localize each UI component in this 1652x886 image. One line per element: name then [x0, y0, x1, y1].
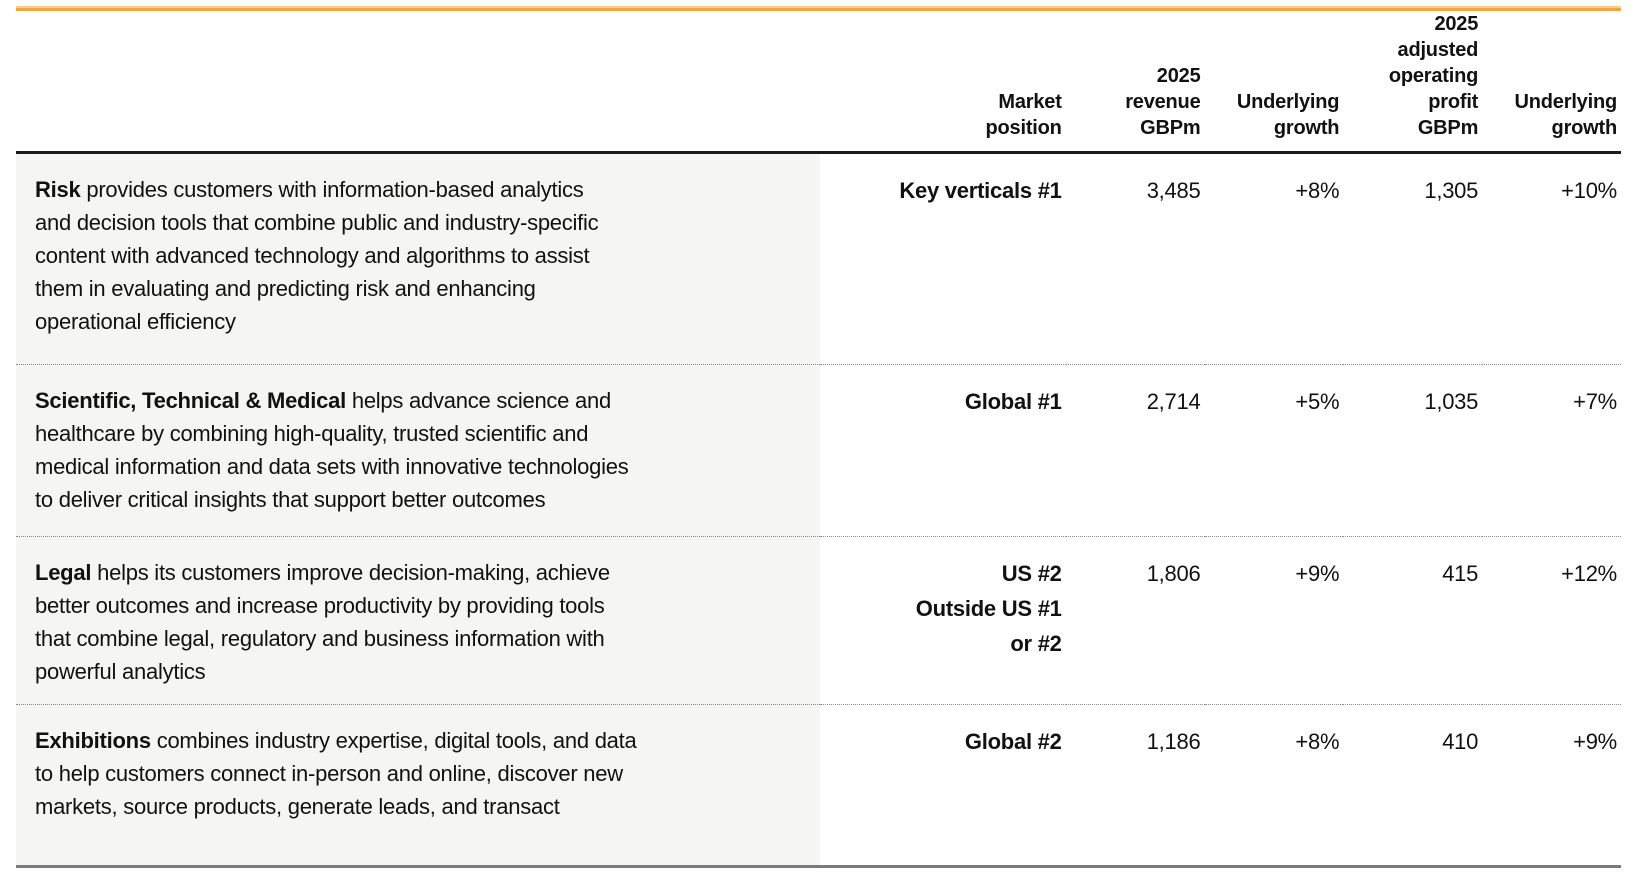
revenue-growth-cell: +8%: [1204, 704, 1344, 868]
revenue-cell: 1,806: [1065, 536, 1205, 705]
revenue-growth-cell: +5%: [1204, 364, 1344, 537]
profit-growth-cell: +9%: [1482, 704, 1621, 868]
segment-description: helps advance science and healthcare by …: [35, 388, 629, 512]
operating-profit-cell: 1,305: [1343, 152, 1483, 365]
revenue-growth-cell: +9%: [1204, 536, 1344, 705]
market-position-cell: US #2 Outside US #1 or #2: [820, 536, 1066, 705]
col-header-revenue: 2025 revenue GBPm: [1065, 11, 1205, 154]
segment-description: provides customers with information-base…: [35, 177, 599, 334]
segment-row-scientific-technical-medical: Scientific, Technical & Medical helps ad…: [16, 364, 1621, 537]
profit-growth-cell: +10%: [1482, 152, 1621, 365]
profit-growth-cell: +12%: [1482, 536, 1621, 705]
top-accent-rule: [16, 6, 1621, 11]
market-position-cell: Global #2: [820, 704, 1066, 868]
segment-description: combines industry expertise, digital too…: [35, 728, 637, 819]
operating-profit-cell: 415: [1343, 536, 1483, 705]
segment-row-exhibitions: Exhibitions combines industry expertise,…: [16, 704, 1621, 868]
segment-row-legal: Legal helps its customers improve decisi…: [16, 536, 1621, 705]
table-header: Market position 2025 revenue GBPm Underl…: [16, 11, 1621, 154]
segment-description-cell: Scientific, Technical & Medical helps ad…: [16, 364, 821, 537]
revenue-growth-cell: +8%: [1204, 152, 1344, 365]
revenue-cell: 2,714: [1065, 364, 1205, 537]
segment-description-cell: Risk provides customers with information…: [16, 152, 821, 365]
col-header-market-position: Market position: [820, 11, 1066, 154]
col-header-profit-growth: Underlying growth: [1482, 11, 1621, 154]
segment-name: Legal: [35, 560, 92, 585]
revenue-cell: 1,186: [1065, 704, 1205, 868]
market-position-cell: Global #1: [820, 364, 1066, 537]
header-row: Market position 2025 revenue GBPm Underl…: [16, 11, 1621, 154]
profit-growth-cell: +7%: [1482, 364, 1621, 537]
market-position-cell: Key verticals #1: [820, 152, 1066, 365]
col-header-operating-profit: 2025 adjusted operating profit GBPm: [1343, 11, 1483, 154]
segment-description-cell: Legal helps its customers improve decisi…: [16, 536, 821, 705]
segment-row-risk: Risk provides customers with information…: [16, 152, 1621, 365]
table-body: Risk provides customers with information…: [16, 152, 1621, 868]
segment-description: helps its customers improve decision-mak…: [35, 560, 610, 684]
segment-name: Risk: [35, 177, 81, 202]
business-segments-table: Market position 2025 revenue GBPm Underl…: [16, 11, 1621, 868]
operating-profit-cell: 1,035: [1343, 364, 1483, 537]
segment-name: Exhibitions: [35, 728, 151, 753]
operating-profit-cell: 410: [1343, 704, 1483, 868]
col-header-revenue-growth: Underlying growth: [1204, 11, 1344, 154]
segment-name: Scientific, Technical & Medical: [35, 388, 346, 413]
report-page: Market position 2025 revenue GBPm Underl…: [0, 6, 1652, 886]
col-header-description: [16, 11, 821, 154]
revenue-cell: 3,485: [1065, 152, 1205, 365]
segment-description-cell: Exhibitions combines industry expertise,…: [16, 704, 821, 868]
